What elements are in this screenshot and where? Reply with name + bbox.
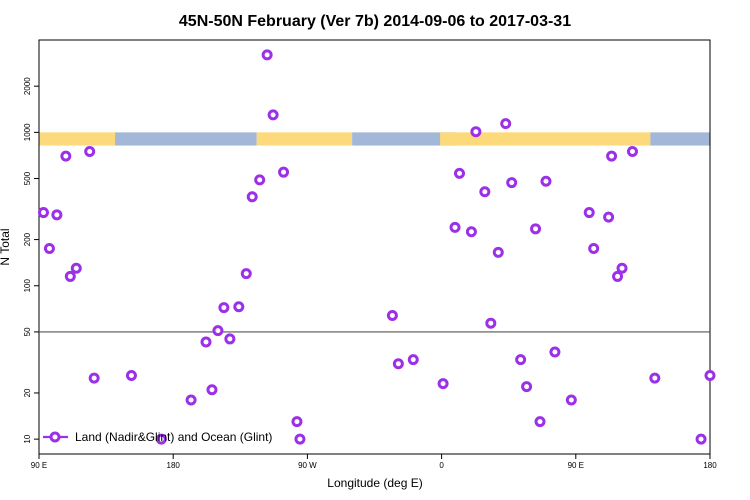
- data-point: [704, 369, 716, 381]
- x-tick-label: 180: [703, 461, 717, 470]
- data-point: [125, 369, 137, 381]
- data-point: [240, 268, 252, 280]
- data-point: [465, 226, 477, 238]
- data-point: [291, 416, 303, 428]
- data-point: [583, 207, 595, 219]
- x-tick-label: 180: [167, 461, 181, 470]
- legend-label: Land (Nadir&Glint) and Ocean (Glint): [75, 430, 272, 444]
- y-tick-label: 1000: [23, 123, 32, 141]
- data-point: [449, 221, 461, 233]
- band-segment-land: [440, 132, 651, 146]
- band-segment-land: [256, 132, 353, 146]
- data-point: [261, 49, 273, 61]
- y-tick-label: 10: [23, 434, 32, 443]
- x-tick-label: 0: [439, 461, 444, 470]
- data-point: [60, 150, 72, 162]
- data-point: [88, 372, 100, 384]
- data-point: [224, 333, 236, 345]
- band-segment-ocean: [352, 132, 442, 146]
- band-segment-ocean: [115, 132, 257, 146]
- data-point: [530, 223, 542, 235]
- y-axis: 10 20 50 100 200 500 1000 2000: [23, 77, 39, 444]
- data-point: [540, 175, 552, 187]
- x-tick-label: 90 E: [568, 461, 584, 470]
- x-axis-label: Longitude (deg E): [327, 476, 422, 490]
- data-point: [485, 317, 497, 329]
- data-point: [278, 166, 290, 178]
- data-point: [294, 433, 306, 445]
- data-point: [218, 302, 230, 314]
- data-point: [70, 262, 82, 274]
- data-point: [200, 336, 212, 348]
- data-point: [616, 262, 628, 274]
- y-tick-label: 2000: [23, 77, 32, 95]
- legend-marker: [49, 431, 61, 443]
- data-point: [233, 301, 245, 313]
- data-point: [521, 381, 533, 393]
- data-points: [37, 49, 716, 445]
- data-point: [479, 186, 491, 198]
- data-point: [254, 174, 266, 186]
- x-axis: 90 E 180 90 W 0 90 E 180: [31, 454, 717, 470]
- data-point: [43, 242, 55, 254]
- data-point: [515, 354, 527, 366]
- chart-title: 45N-50N February (Ver 7b) 2014-09-06 to …: [179, 13, 571, 30]
- data-point: [603, 211, 615, 223]
- data-point: [267, 109, 279, 121]
- data-point: [84, 146, 96, 158]
- data-point: [500, 118, 512, 130]
- data-point: [649, 372, 661, 384]
- data-point: [37, 207, 49, 219]
- data-point: [453, 167, 465, 179]
- y-tick-label: 50: [23, 327, 32, 336]
- data-point: [612, 270, 624, 282]
- data-point: [506, 177, 518, 189]
- data-point: [155, 433, 167, 445]
- y-tick-label: 100: [23, 279, 32, 293]
- data-point: [185, 394, 197, 406]
- data-point: [626, 146, 638, 158]
- x-tick-label: 90 E: [31, 461, 47, 470]
- surface-band: [39, 132, 710, 146]
- data-point: [565, 394, 577, 406]
- plot-area: [38, 39, 711, 455]
- data-point: [386, 309, 398, 321]
- x-tick-label: 90 W: [298, 461, 317, 470]
- data-point: [549, 346, 561, 358]
- y-axis-label: N Total: [0, 228, 12, 265]
- data-point: [212, 325, 224, 337]
- data-point: [407, 354, 419, 366]
- data-point: [64, 270, 76, 282]
- data-point: [206, 384, 218, 396]
- y-tick-label: 500: [23, 171, 32, 185]
- band-segment-land: [39, 132, 116, 146]
- y-tick-label: 200: [23, 232, 32, 246]
- data-point: [606, 150, 618, 162]
- data-point: [588, 242, 600, 254]
- legend: Land (Nadir&Glint) and Ocean (Glint): [43, 430, 272, 444]
- band-segment-ocean: [650, 132, 710, 146]
- data-point: [437, 378, 449, 390]
- y-tick-label: 20: [23, 388, 32, 397]
- data-point: [492, 246, 504, 258]
- data-point: [695, 433, 707, 445]
- data-point: [534, 416, 546, 428]
- data-point: [392, 358, 404, 370]
- data-point: [470, 126, 482, 138]
- data-point: [51, 209, 63, 221]
- data-point: [246, 191, 258, 203]
